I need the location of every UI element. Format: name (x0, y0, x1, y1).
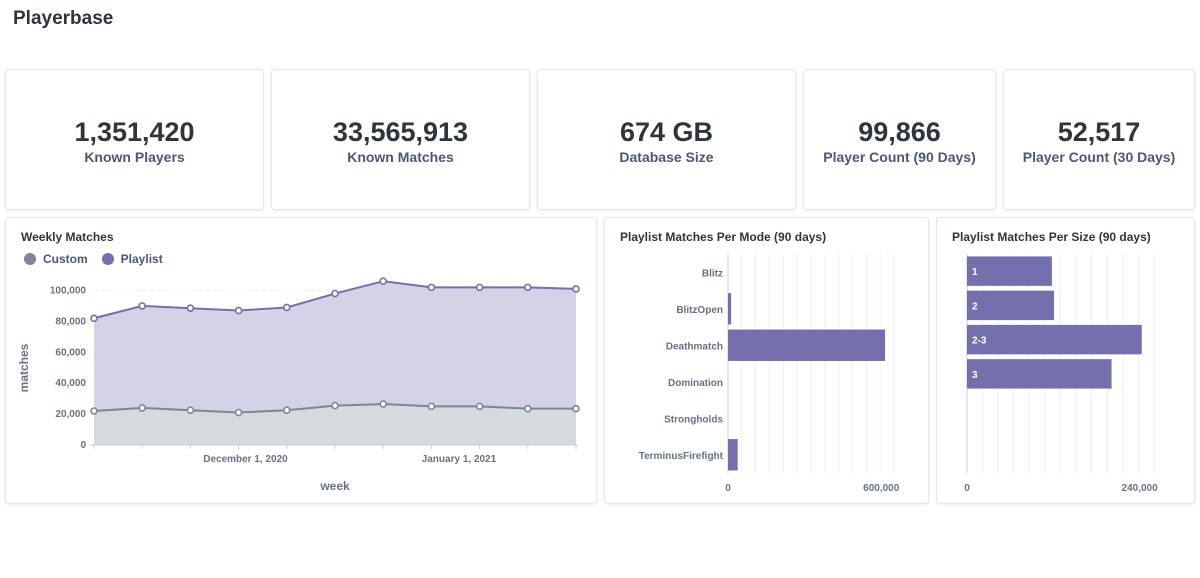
bar-blitzopen (728, 293, 732, 325)
legend-item-playlist[interactable]: Playlist (101, 252, 163, 266)
y-tick-label: Domination (668, 378, 723, 389)
data-point (138, 302, 146, 310)
matches-per-mode-chart: Blitz BlitzOpen Deathmatch Domination Strong… (639, 254, 900, 494)
matches-per-mode-card[interactable]: Playlist Matches Per Mode (90 days) Blit… (604, 217, 929, 504)
stat-value: 1,351,420 (74, 116, 195, 147)
stat-label: Database Size (619, 148, 714, 165)
y-tick-label: 0 (80, 440, 86, 451)
x-tick-label: December 1, 2020 (203, 454, 288, 465)
y-tick-label: TerminusFirefight (639, 451, 724, 462)
y-tick-label: 60,000 (55, 347, 86, 358)
y-tick-label: Strongholds (664, 414, 723, 425)
legend-label: Custom (43, 252, 88, 266)
bar-category-label: 2-3 (972, 336, 987, 347)
legend-item-custom[interactable]: Custom (24, 252, 88, 266)
stat-value: 674 GB (619, 116, 714, 147)
x-tick-label: 0 (964, 483, 970, 494)
legend-label: Playlist (120, 252, 163, 266)
legend-dot-icon (24, 253, 36, 265)
stat-value: 33,565,913 (332, 116, 469, 147)
bar-2-3 (967, 324, 1142, 355)
data-point (331, 289, 339, 298)
x-tick-label: 0 (725, 483, 731, 494)
matches-per-size-card[interactable]: Playlist Matches Per Size (90 days) 1 2 2-… (936, 217, 1195, 504)
y-tick-label: BlitzOpen (676, 305, 723, 316)
x-tick-label: 600,000 (863, 483, 900, 494)
data-point (379, 400, 388, 408)
x-tick-label: January 1, 2021 (422, 454, 497, 465)
chart-legend: Custom Playlist (24, 252, 163, 266)
stat-card-known-players[interactable]: 1,351,420 Known Players (5, 69, 264, 210)
data-point (523, 283, 532, 292)
data-point (572, 404, 580, 413)
weekly-matches-card[interactable]: Weekly Matches Custom Playlist 0 20,000 40… (5, 217, 597, 504)
data-point (186, 406, 195, 415)
data-point (234, 408, 243, 417)
y-axis-title: matches (17, 343, 31, 392)
data-point (427, 283, 436, 292)
y-tick-label: 40,000 (55, 378, 86, 389)
x-tick-label: 240,000 (1122, 483, 1159, 494)
bar-category-label: 1 (972, 267, 978, 278)
stat-value: 52,517 (1057, 116, 1141, 147)
stat-card-known-matches[interactable]: 33,565,913 Known Matches (271, 69, 530, 210)
y-tick-label: 80,000 (55, 316, 86, 327)
bar-category-label: 2 (972, 301, 978, 312)
matches-per-size-chart: 1 2 2-3 3 0 240,000 (964, 254, 1159, 494)
bar-2 (967, 290, 1055, 321)
data-point (234, 306, 243, 315)
y-tick-label: Blitz (702, 268, 723, 279)
data-point (282, 406, 291, 415)
y-tick-label: 20,000 (55, 409, 86, 420)
y-tick-label: Deathmatch (666, 341, 723, 352)
page-title: Playerbase (13, 8, 114, 29)
data-point (138, 404, 146, 412)
chart-title: Weekly Matches (21, 230, 114, 244)
weekly-matches-chart: 0 20,000 40,000 60,000 80,000 100,000 December… (17, 277, 580, 493)
data-point (427, 402, 436, 411)
bar-terminusfirefight (728, 439, 738, 471)
data-point (475, 283, 484, 292)
stat-value: 99,866 (858, 116, 941, 147)
area-custom-overlay (94, 404, 576, 445)
data-point (186, 304, 195, 313)
chart-title: Playlist Matches Per Size (90 days) (952, 230, 1151, 244)
bar-3 (967, 359, 1112, 389)
bar-deathmatch (728, 329, 886, 361)
stat-label: Known Players (84, 148, 185, 165)
bar-1 (967, 256, 1052, 286)
stat-card-player-count-90[interactable]: 99,866 Player Count (90 Days) (803, 69, 996, 210)
data-point (331, 401, 339, 410)
y-tick-label: 100,000 (50, 285, 87, 296)
x-axis-title: week (319, 479, 350, 493)
stat-card-player-count-30[interactable]: 52,517 Player Count (30 Days) (1003, 69, 1195, 210)
stat-card-database-size[interactable]: 674 GB Database Size (537, 69, 796, 210)
area-playlist (94, 281, 576, 445)
bar-category-label: 3 (972, 370, 978, 381)
data-point (90, 314, 98, 323)
data-point (90, 407, 98, 415)
data-point (282, 303, 291, 312)
data-point (475, 402, 484, 411)
data-point (523, 404, 532, 413)
stat-label: Player Count (30 Days) (1022, 148, 1176, 165)
legend-dot-icon (101, 253, 114, 265)
chart-title: Playlist Matches Per Mode (90 days) (620, 230, 827, 244)
stat-label: Player Count (90 Days) (823, 148, 976, 165)
data-point (572, 285, 580, 293)
data-point (379, 277, 388, 285)
stat-label: Known Matches (347, 148, 454, 165)
